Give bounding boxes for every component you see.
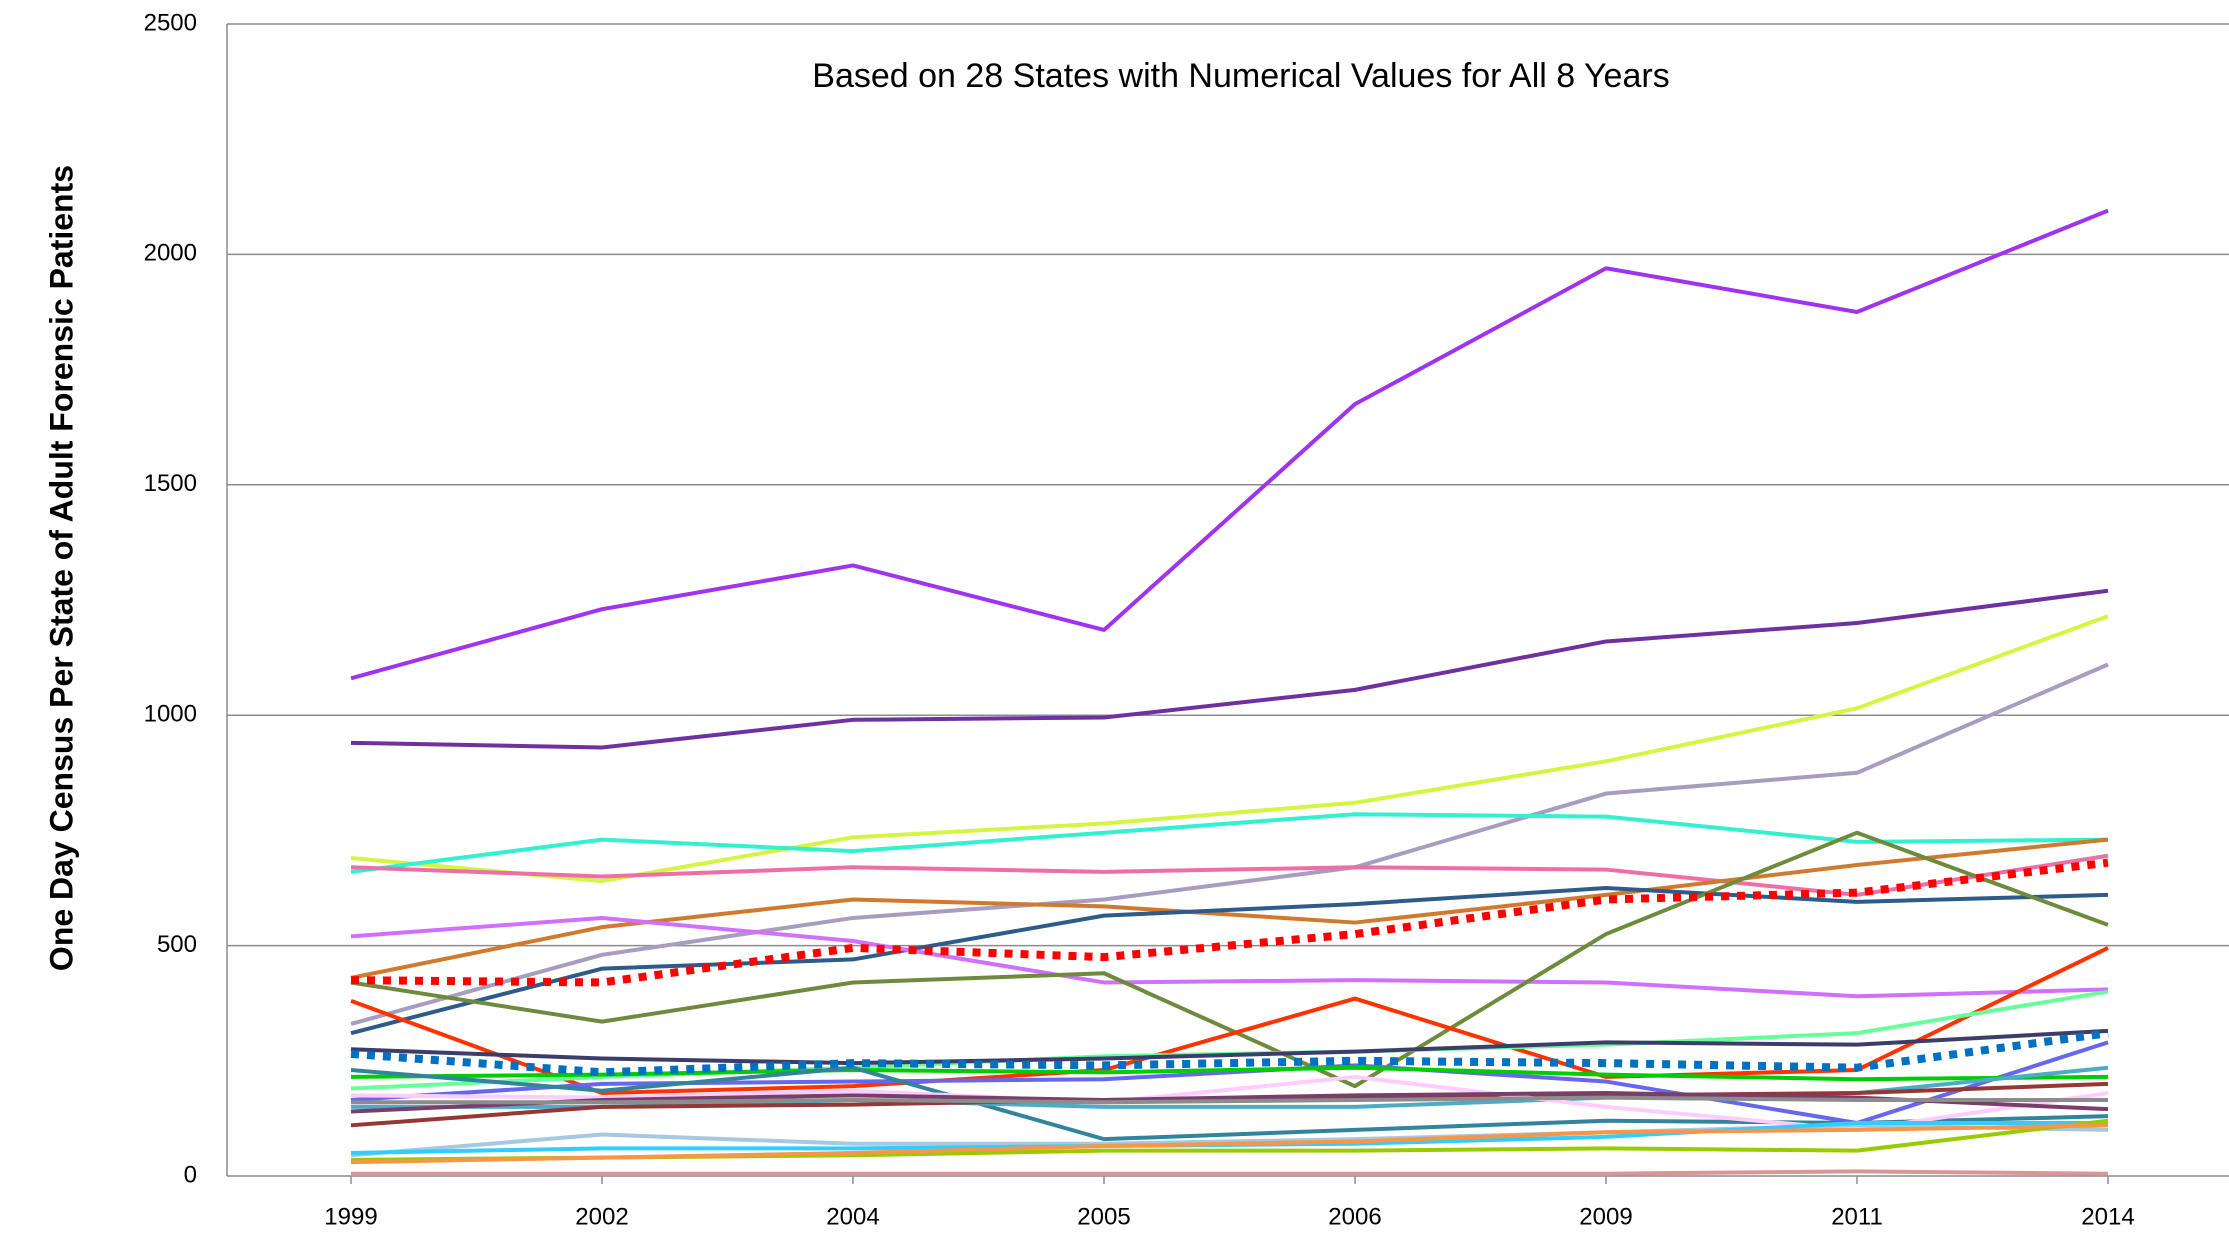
x-tick-label: 2004 [826, 1203, 879, 1230]
x-tick-label: 2011 [1831, 1203, 1883, 1230]
series-line [351, 1095, 2108, 1105]
x-tick-label: 1999 [324, 1203, 377, 1230]
x-tick-label: 2014 [2081, 1203, 2134, 1230]
series-line [350, 1123, 2109, 1165]
y-tick-label: 500 [157, 931, 197, 958]
series-line [350, 830, 2109, 1089]
series-line [350, 915, 2109, 999]
series-line [350, 1029, 2109, 1077]
x-tick-label: 2005 [1077, 1203, 1130, 1230]
series-line [350, 1028, 2109, 1066]
series-line [350, 812, 2109, 874]
series-line [351, 1169, 2109, 1176]
x-tick-label: 2002 [575, 1203, 628, 1230]
series-line [350, 858, 2109, 987]
y-tick-label: 1000 [144, 701, 197, 728]
series-line [350, 946, 2109, 1096]
chart-title: Based on 28 States with Numerical Values… [812, 57, 1669, 95]
y-tick-label: 2500 [144, 9, 197, 36]
y-tick-label: 2000 [144, 240, 197, 267]
y-axis-label: One Day Census Per State of Adult Forens… [43, 165, 79, 971]
series-line [350, 853, 2109, 897]
series-line [350, 662, 2109, 1026]
series-line [350, 886, 2109, 1036]
x-tick-label: 2006 [1328, 1203, 1381, 1230]
series-line [350, 1065, 2109, 1142]
series-line [350, 588, 2109, 750]
y-tick-label: 0 [184, 1161, 197, 1188]
x-tick-label: 2009 [1579, 1203, 1632, 1230]
series-line [350, 1040, 2109, 1126]
y-tick-label: 1500 [144, 470, 197, 497]
series-line [350, 208, 2109, 681]
series-line [350, 1091, 2109, 1114]
